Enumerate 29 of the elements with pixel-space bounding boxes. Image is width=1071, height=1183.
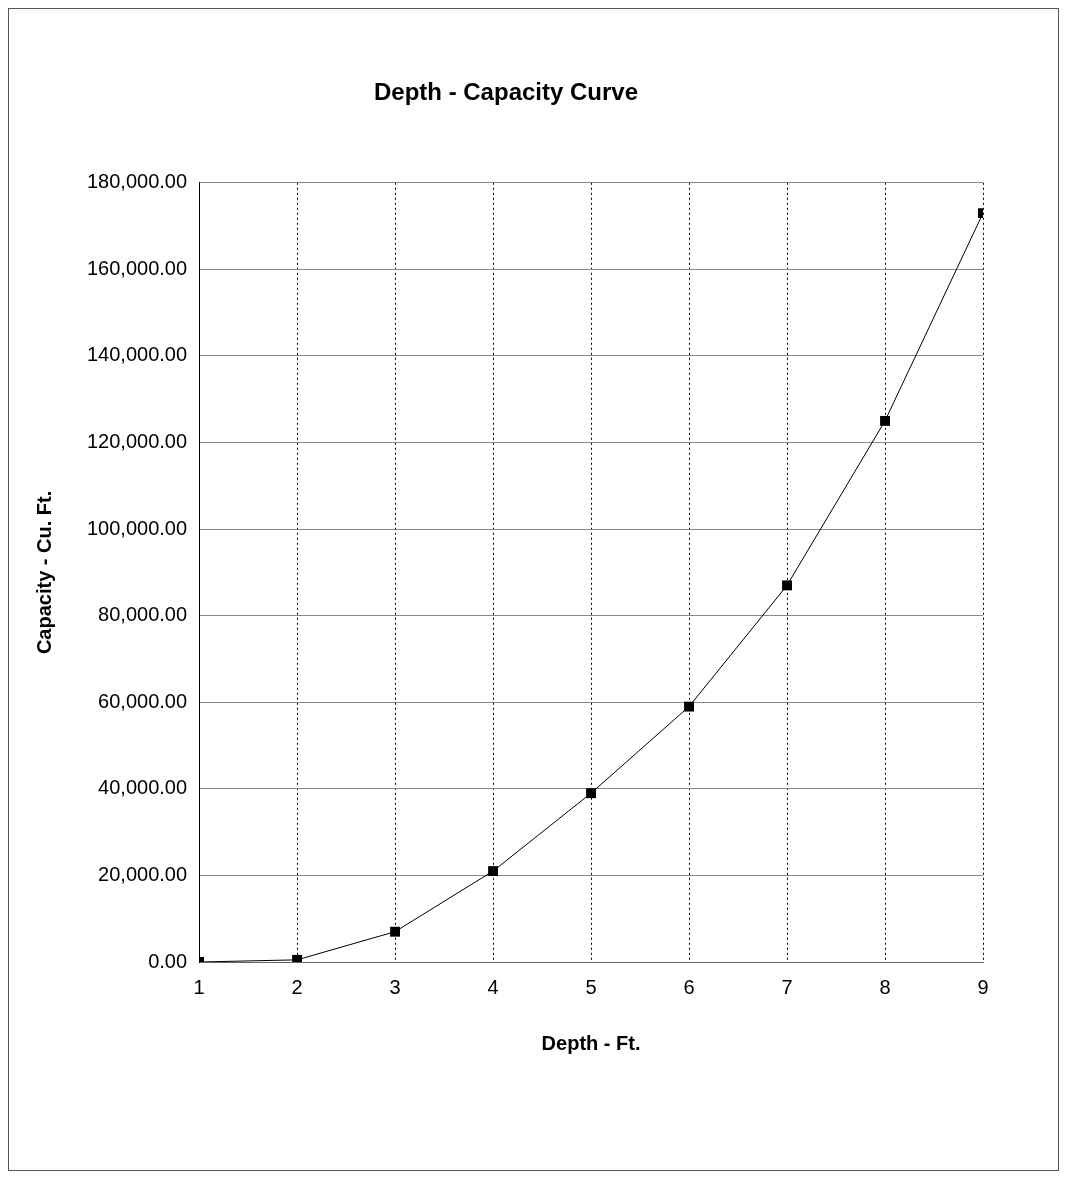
x-tick-label: 7 <box>781 975 793 998</box>
point <box>684 701 694 712</box>
y-tick-label: 180,000.00 <box>86 170 188 193</box>
x-axis-title: Depth - Ft. <box>541 1031 641 1054</box>
y-tick-label: 120,000.00 <box>86 430 188 453</box>
y-tick-label: 0.00 <box>148 949 188 972</box>
point <box>292 954 303 962</box>
x-tick-label: 1 <box>193 975 205 998</box>
y-tick-label: 20,000.00 <box>98 862 188 885</box>
y-tick-label: 160,000.00 <box>86 256 188 279</box>
point <box>488 866 499 877</box>
x-tick-label: 4 <box>487 975 499 998</box>
point <box>880 415 890 426</box>
y-tick-label: 60,000.00 <box>98 689 188 712</box>
x-tick-label: 3 <box>389 975 401 998</box>
x-tick-label: 9 <box>977 975 989 998</box>
y-tick-label: 40,000.00 <box>98 776 188 799</box>
chart-title: Depth - Capacity Curve <box>373 78 639 106</box>
y-tick-label: 80,000.00 <box>98 603 188 626</box>
y-axis-title: Capacity - Cu. Ft. <box>32 490 55 655</box>
y-tick-label: 140,000.00 <box>86 343 188 366</box>
y-tick-label: 100,000.00 <box>86 516 188 539</box>
x-tick-label: 8 <box>879 975 891 998</box>
x-tick-label: 5 <box>585 975 597 998</box>
point <box>782 580 792 591</box>
point <box>586 788 596 799</box>
point <box>390 926 401 937</box>
x-tick-label: 6 <box>683 975 695 998</box>
x-tick-label: 2 <box>291 975 303 998</box>
